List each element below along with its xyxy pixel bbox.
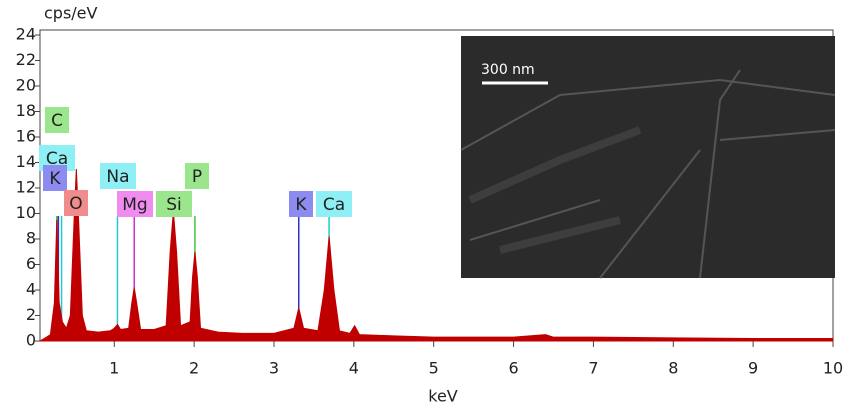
element-label-box	[43, 165, 67, 191]
element-label: Na	[106, 167, 129, 187]
x-tick-label: 2	[189, 359, 199, 378]
sem-inset: 300 nm	[460, 36, 836, 279]
y-tick-label: 16	[16, 127, 36, 146]
scale-bar-label: 300 nm	[481, 62, 535, 78]
element-label: O	[69, 194, 82, 214]
sem-texture	[460, 69, 836, 279]
x-axis-label: keV	[428, 387, 458, 406]
y-tick-label: 24	[16, 25, 36, 44]
y-tick-label: 2	[26, 305, 36, 324]
x-tick-label: 3	[269, 359, 279, 378]
element-label-box	[45, 107, 69, 133]
spectrum-area	[38, 168, 834, 342]
element-label: Ca	[46, 149, 68, 169]
element-label-box	[100, 163, 136, 189]
y-axis-unit: cps/eV	[44, 4, 98, 23]
element-label: P	[192, 167, 202, 187]
x-tick-label: 6	[508, 359, 518, 378]
element-label: Ca	[323, 195, 345, 215]
y-tick-label: 18	[16, 101, 36, 120]
y-tick-label: 12	[16, 178, 36, 197]
x-tick-label: 9	[748, 359, 758, 378]
element-label-box	[156, 191, 192, 217]
element-label: Mg	[122, 195, 147, 215]
element-label-box	[185, 163, 209, 189]
x-tick-label: 1	[109, 359, 119, 378]
sem-texture	[468, 126, 642, 254]
x-tick-label: 7	[588, 359, 598, 378]
element-label-box	[64, 190, 88, 216]
y-tick-label: 6	[26, 254, 36, 273]
y-tick-label: 4	[26, 280, 36, 299]
element-label-box	[289, 191, 313, 217]
sem-image	[461, 36, 835, 278]
y-tick-label: 0	[26, 331, 36, 350]
element-label: K	[49, 169, 61, 189]
element-label: C	[51, 111, 63, 131]
element-label: K	[295, 195, 307, 215]
y-tick-label: 20	[16, 76, 36, 95]
y-tick-label: 10	[16, 203, 36, 222]
element-label: Si	[166, 195, 182, 215]
x-tick-label: 10	[823, 359, 843, 378]
y-tick-label: 22	[16, 50, 36, 69]
y-tick-label: 8	[26, 229, 36, 248]
x-tick-label: 4	[349, 359, 359, 378]
y-tick-label: 14	[16, 152, 36, 171]
x-tick-label: 8	[668, 359, 678, 378]
element-label-box	[316, 191, 352, 217]
x-tick-label: 5	[429, 359, 439, 378]
element-label-box	[117, 191, 153, 217]
